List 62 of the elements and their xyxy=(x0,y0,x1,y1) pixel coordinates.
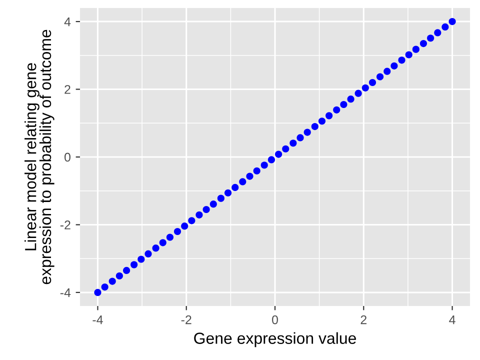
point xyxy=(217,194,224,202)
point xyxy=(448,18,456,26)
point xyxy=(362,84,369,92)
point xyxy=(420,40,428,48)
point xyxy=(246,172,254,180)
point xyxy=(138,256,145,263)
point xyxy=(442,23,449,31)
x-axis-title: Gene expression value xyxy=(194,332,356,348)
point xyxy=(253,167,260,174)
point xyxy=(188,217,196,224)
point xyxy=(101,283,108,291)
point xyxy=(333,106,340,114)
point xyxy=(232,184,239,192)
point xyxy=(340,100,348,108)
point xyxy=(94,288,102,296)
x-tick-label: 0 xyxy=(272,315,278,324)
y-tick-label: -2 xyxy=(60,220,70,230)
point xyxy=(368,78,376,86)
y-axis-title: Linear model relating gene expression to probability of outcome xyxy=(24,30,54,284)
point xyxy=(108,278,116,285)
point xyxy=(347,96,354,103)
point xyxy=(174,228,182,236)
point xyxy=(326,112,333,120)
x-tick-label: -4 xyxy=(92,315,103,324)
y-tick-label: -4 xyxy=(60,288,71,297)
point xyxy=(260,162,268,169)
point xyxy=(384,68,391,75)
point xyxy=(116,272,123,280)
point xyxy=(152,244,160,252)
y-tick-label: 0 xyxy=(64,152,70,162)
point xyxy=(296,134,304,142)
point xyxy=(122,266,130,274)
point xyxy=(275,150,282,158)
point xyxy=(427,34,434,42)
point xyxy=(311,122,318,130)
point xyxy=(282,145,290,152)
y-tick-label: 2 xyxy=(64,85,70,94)
x-tick-label: 2 xyxy=(360,315,366,324)
point xyxy=(268,156,275,164)
x-tick-label: -2 xyxy=(181,315,192,324)
point xyxy=(202,206,210,214)
point xyxy=(210,200,217,208)
point xyxy=(318,118,326,125)
point xyxy=(239,178,246,186)
x-tick-label: 4 xyxy=(449,315,456,324)
point xyxy=(290,140,297,147)
point xyxy=(376,73,384,80)
point xyxy=(390,62,398,70)
point xyxy=(405,51,412,58)
point xyxy=(159,239,166,246)
point xyxy=(166,234,174,241)
point xyxy=(181,222,188,230)
point xyxy=(224,189,232,196)
point xyxy=(412,46,420,53)
point xyxy=(196,211,203,218)
point xyxy=(398,56,406,64)
point xyxy=(130,261,138,268)
point xyxy=(304,128,311,136)
y-tick-label: 4 xyxy=(64,17,71,26)
point xyxy=(354,90,362,97)
point xyxy=(144,250,152,258)
point xyxy=(434,29,442,36)
